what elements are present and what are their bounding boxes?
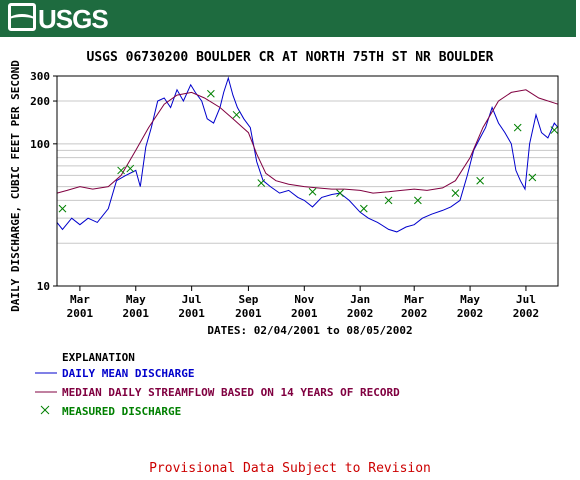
x-tick-label-year: 2002	[457, 307, 484, 320]
x-tick-label-year: 2001	[123, 307, 150, 320]
chart-title: USGS 06730200 BOULDER CR AT NORTH 75TH S…	[87, 50, 494, 65]
measured-discharge-point	[336, 189, 344, 197]
x-tick-label-month: Mar	[70, 293, 90, 306]
legend-measured-label: MEASURED DISCHARGE	[62, 405, 181, 418]
x-tick-label-year: 2002	[401, 307, 428, 320]
measured-discharge-point	[384, 196, 393, 205]
usgs-logo[interactable]: USGS	[8, 3, 109, 34]
legend-median-label: MEDIAN DAILY STREAMFLOW BASED ON 14 YEAR…	[62, 386, 400, 399]
measured-discharge-point	[232, 110, 241, 119]
x-tick-labels: Mar2001May2001Jul2001Sep2001Nov2001Jan20…	[67, 286, 540, 320]
y-tick-label: 200	[30, 95, 50, 108]
series-layer	[56, 76, 559, 233]
legend-measured-marker	[40, 405, 50, 415]
y-tick-label: 300	[30, 70, 50, 83]
x-tick-label-year: 2001	[291, 307, 318, 320]
x-tick-label-year: 2002	[347, 307, 374, 320]
plot-frame	[56, 75, 559, 287]
gridlines	[57, 75, 558, 244]
x-tick-label-year: 2001	[235, 307, 262, 320]
usgs-wave-icon	[8, 3, 36, 31]
measured-discharge-point	[476, 176, 485, 185]
measured-discharge-point	[257, 179, 266, 187]
y-tick-label: 10	[37, 280, 50, 293]
measured-discharge-point	[207, 89, 215, 98]
x-tick-label-year: 2001	[178, 307, 205, 320]
measured-discharge-point	[359, 204, 368, 213]
x-tick-label-year: 2002	[513, 307, 540, 320]
daily_mean-line	[56, 76, 559, 233]
x-tick-label-month: May	[126, 293, 146, 306]
x-tick-label-month: Sep	[238, 293, 258, 306]
usgs-logo-text: USGS	[38, 4, 109, 34]
measured-discharge-point	[451, 189, 460, 197]
explanation-legend: EXPLANATION DAILY MEAN DISCHARGE MEDIAN …	[35, 351, 400, 418]
y-tick-labels: 10 100 200 300	[30, 70, 57, 293]
x-tick-label-year: 2001	[67, 307, 94, 320]
legend-daily-mean-label: DAILY MEAN DISCHARGE	[62, 367, 194, 380]
x-tick-label-month: May	[460, 293, 480, 306]
measured-discharge-point	[513, 123, 522, 132]
y-axis-label: DAILY DISCHARGE, CUBIC FEET PER SECOND	[9, 60, 22, 312]
measured-discharge-point	[308, 187, 317, 196]
measured-discharge-point	[414, 196, 422, 205]
measured-discharge-point	[58, 204, 67, 213]
measured-discharge-point	[528, 173, 537, 182]
explanation-title: EXPLANATION	[62, 351, 135, 364]
x-tick-label-month: Jan	[350, 293, 370, 306]
provisional-notice: Provisional Data Subject to Revision	[149, 461, 431, 476]
x-tick-label-month: Mar	[404, 293, 424, 306]
measured-discharge-point	[550, 126, 559, 134]
measured-discharge-point	[126, 164, 135, 173]
x-axis-label: DATES: 02/04/2001 to 08/05/2002	[207, 324, 412, 337]
median-line	[56, 89, 559, 194]
usgs-banner: USGS	[0, 0, 576, 37]
x-tick-label-month: Jul	[516, 293, 536, 306]
x-tick-label-month: Jul	[182, 293, 202, 306]
y-tick-label: 100	[30, 138, 50, 151]
x-tick-label-month: Nov	[294, 293, 314, 306]
measured-discharge-point	[117, 166, 125, 175]
